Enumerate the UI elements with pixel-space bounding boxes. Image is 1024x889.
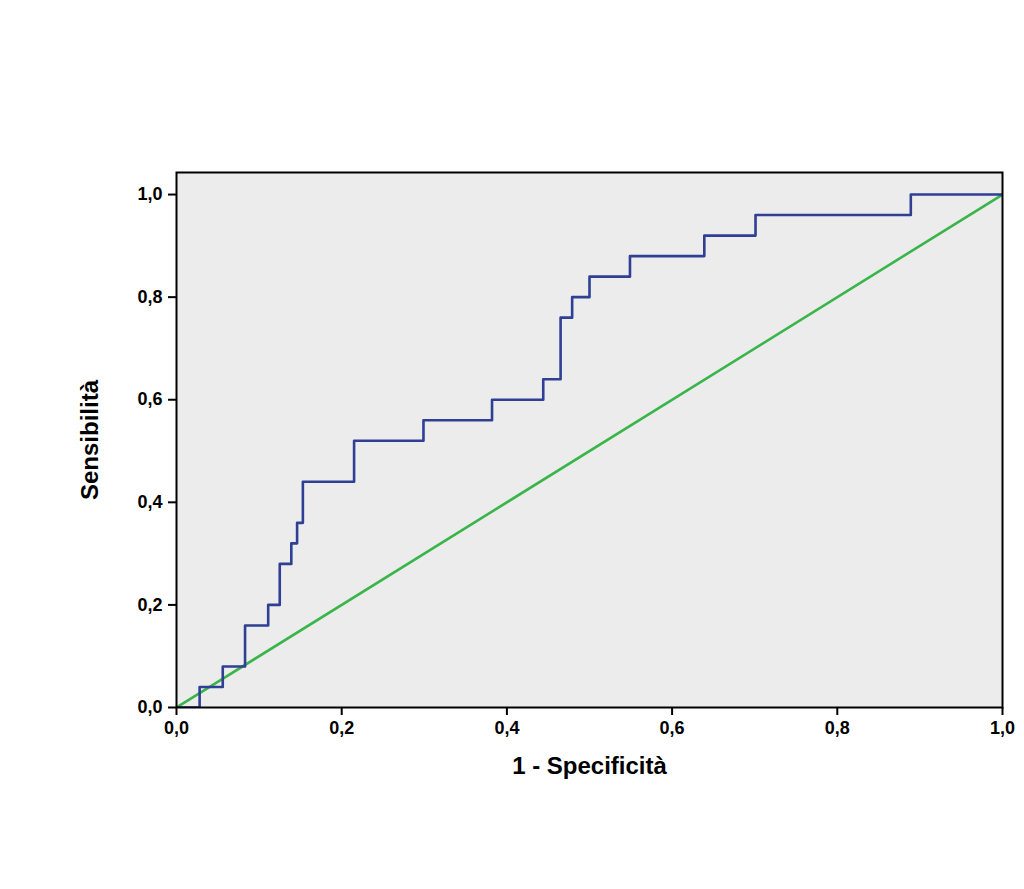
svg-text:0,2: 0,2 <box>137 595 162 615</box>
svg-text:Sensibilità: Sensibilità <box>76 379 103 500</box>
svg-text:0,6: 0,6 <box>137 389 162 409</box>
svg-text:0,0: 0,0 <box>164 718 189 738</box>
svg-text:0,6: 0,6 <box>660 718 685 738</box>
svg-text:0,0: 0,0 <box>137 697 162 717</box>
svg-text:0,4: 0,4 <box>137 492 162 512</box>
svg-text:1 - Specificità: 1 - Specificità <box>512 752 667 779</box>
svg-text:0,2: 0,2 <box>329 718 354 738</box>
svg-text:1,0: 1,0 <box>990 718 1015 738</box>
svg-text:1,0: 1,0 <box>137 184 162 204</box>
svg-text:0,8: 0,8 <box>825 718 850 738</box>
svg-text:0,4: 0,4 <box>494 718 519 738</box>
svg-text:0,8: 0,8 <box>137 287 162 307</box>
